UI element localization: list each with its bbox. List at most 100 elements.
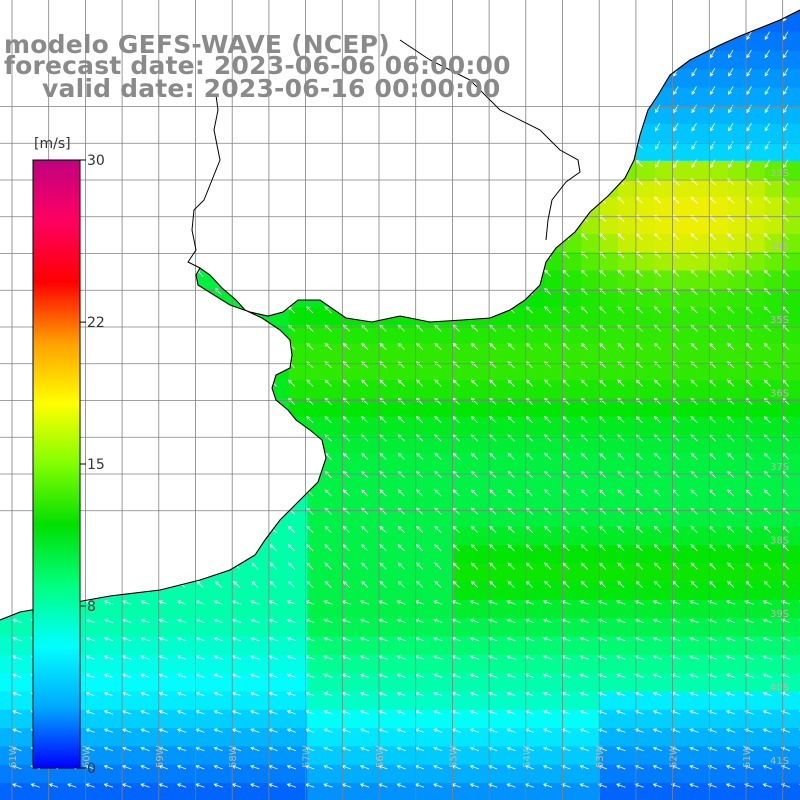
speed-cell [508, 32, 528, 52]
wind-arrow [306, 123, 314, 131]
wind-arrow [361, 13, 369, 21]
speed-cell [764, 618, 784, 638]
wind-arrow [269, 196, 277, 204]
wind-arrow [361, 269, 369, 277]
wind-arrow [214, 525, 222, 533]
wind-arrow [507, 269, 515, 277]
speed-cell [691, 32, 711, 52]
speed-cell [160, 581, 180, 601]
speed-cell [160, 325, 180, 345]
longitude-label: 59W [155, 745, 166, 768]
wind-arrow [269, 123, 277, 131]
speed-cell [636, 599, 656, 619]
speed-cell [160, 453, 180, 473]
wind-arrow [251, 434, 259, 442]
speed-cell [179, 288, 198, 308]
speed-cell [14, 343, 34, 363]
wind-arrow [434, 306, 442, 314]
speed-cell [618, 50, 638, 70]
wind-arrow [104, 562, 113, 570]
speed-cell [526, 10, 546, 15]
speed-cell [270, 673, 290, 692]
wind-arrow [269, 470, 277, 479]
speed-cell [782, 10, 800, 15]
title-valid-date: valid date: 2023-06-16 00:00:00 [42, 74, 501, 103]
speed-cell [673, 728, 692, 747]
speed-cell [233, 471, 253, 491]
wind-arrow [104, 196, 113, 204]
speed-cell [398, 197, 418, 217]
wind-arrow [31, 13, 39, 21]
wind-arrow [141, 196, 149, 204]
wind-arrow [728, 13, 734, 22]
speed-cell [215, 325, 235, 345]
wind-arrow [141, 233, 149, 241]
wind-arrow [306, 434, 314, 442]
wind-arrow [141, 123, 149, 131]
speed-cell [307, 673, 326, 692]
speed-cell [581, 618, 601, 638]
speed-cell [14, 380, 34, 400]
speed-cell [252, 416, 272, 436]
speed-cell [581, 728, 601, 747]
speed-cell [746, 124, 766, 143]
speed-cell [87, 618, 107, 638]
wind-arrow [416, 196, 424, 204]
speed-cell [0, 343, 15, 363]
speed-cell [508, 636, 528, 656]
speed-cell [215, 307, 235, 326]
speed-cell [197, 490, 217, 509]
speed-cell [233, 691, 253, 711]
speed-cell [197, 508, 217, 528]
wind-arrow [507, 31, 515, 39]
wind-arrow [196, 544, 204, 552]
speed-cell [435, 10, 455, 15]
wind-arrow [123, 580, 131, 588]
speed-cell [270, 124, 290, 143]
speed-cell [654, 654, 674, 674]
speed-cell [691, 654, 711, 674]
speed-cell [288, 691, 308, 711]
speed-cell [87, 288, 107, 308]
wind-arrow [159, 452, 167, 460]
speed-cell [307, 636, 326, 656]
speed-cell [0, 288, 15, 308]
speed-cell [471, 105, 491, 125]
speed-cell [343, 215, 363, 235]
speed-cell [636, 69, 656, 89]
wind-arrow [342, 251, 350, 259]
speed-cell [435, 728, 455, 747]
speed-cell [252, 179, 272, 198]
wind-arrow [196, 287, 204, 296]
speed-cell [288, 142, 308, 162]
speed-cell [270, 416, 290, 436]
speed-cell [563, 654, 583, 674]
wind-arrow [159, 507, 167, 515]
wind-arrow [104, 470, 113, 479]
wind-arrow [233, 416, 241, 424]
speed-cell [453, 307, 473, 326]
latitude-label: 39S [770, 609, 789, 620]
speed-cell [215, 197, 235, 217]
speed-cell [124, 435, 143, 455]
wind-arrow [342, 287, 350, 296]
speed-cell [618, 709, 638, 729]
speed-cell [142, 654, 162, 674]
speed-cell [435, 105, 455, 125]
speed-cell [362, 673, 381, 692]
speed-cell [618, 10, 638, 15]
speed-cell [453, 124, 473, 143]
wind-arrow [489, 287, 497, 296]
speed-cell [490, 636, 509, 656]
speed-cell [252, 471, 272, 491]
speed-cell [270, 709, 290, 729]
colorbar-tick-label: 30 [87, 153, 105, 169]
wind-arrow [68, 123, 76, 131]
speed-cell [545, 197, 564, 217]
speed-cell [325, 233, 345, 253]
wind-arrow [13, 13, 21, 21]
speed-cell [618, 87, 638, 107]
wind-arrow [470, 287, 479, 296]
speed-cell [160, 435, 180, 455]
